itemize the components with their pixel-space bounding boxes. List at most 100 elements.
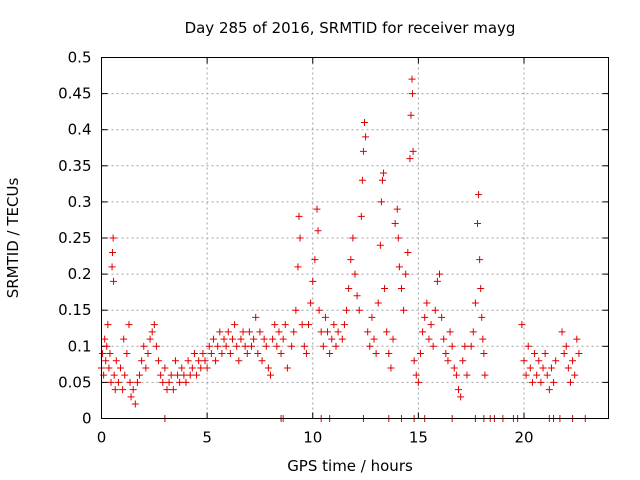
data-point [560,350,568,358]
x-tick-label: 15 [409,429,428,447]
data-point [467,342,475,350]
data-point [535,357,543,365]
data-point [408,90,416,98]
data-point [214,342,222,350]
data-point [358,176,366,184]
data-point [298,321,306,329]
data-point [533,371,541,379]
data-point [364,328,372,336]
y-axis-label: SRMTID / TECUs [4,178,22,299]
data-point [575,350,583,358]
data-point [144,350,152,358]
y-tick-label: 0.2 [68,265,92,283]
data-point [309,277,317,285]
data-point [526,364,534,372]
data-point [429,342,437,350]
data-point [133,378,141,386]
data-point [452,371,460,379]
data-point [252,313,260,321]
data-point [161,364,169,372]
data-point [479,335,487,343]
data-point [235,357,243,365]
data-point [273,342,281,350]
data-point [419,328,427,336]
data-point [385,350,393,358]
data-point [332,342,340,350]
data-point [370,335,378,343]
data-point [262,342,270,350]
data-point [394,234,402,242]
y-tick-label: 0 [82,410,92,428]
data-point [313,205,321,213]
data-point [321,313,329,321]
data-point [571,371,579,379]
data-point [383,328,391,336]
data-point [552,357,560,365]
data-point [292,306,300,314]
data-point [311,256,319,264]
y-tick-label: 0.25 [58,229,91,247]
data-point [461,342,469,350]
data-point [152,342,160,350]
data-point [410,357,418,365]
y-tick-label: 0.05 [58,373,91,391]
data-point [307,299,315,307]
data-point [140,342,148,350]
data-point [176,378,184,386]
data-point [247,342,255,350]
data-point [362,133,370,141]
y-tick-label: 0.4 [68,121,92,139]
data-point [353,292,361,300]
data-point [444,357,452,365]
data-point [407,111,415,119]
data-point [416,350,424,358]
data-point [226,350,234,358]
data-point [409,147,417,155]
data-point [277,350,285,358]
data-point [110,371,118,379]
data-point [569,357,577,365]
data-point [425,335,433,343]
data-point [380,169,388,177]
data-point [228,335,236,343]
data-point [121,371,129,379]
data-point [209,335,217,343]
y-tick-label: 0.45 [58,85,91,103]
data-point [216,328,224,336]
data-point [125,321,133,329]
data-point [305,321,313,329]
data-point [108,248,116,256]
data-point [258,357,266,365]
data-point [440,335,448,343]
data-point [142,364,150,372]
data-point [442,350,450,358]
data-point [182,378,190,386]
data-point [302,350,310,358]
data-point [119,386,127,394]
data-point [372,350,380,358]
data-point [368,313,376,321]
data-point [566,378,574,386]
data-point [239,328,247,336]
chart-title: Day 285 of 2016, SRMTID for receiver may… [185,19,516,37]
data-point [408,75,416,83]
data-point [150,321,158,329]
y-tick-label: 0.3 [68,193,92,211]
data-point [406,155,414,163]
data-point [543,371,551,379]
data-point [114,378,122,386]
data-point [138,357,146,365]
data-point [203,364,211,372]
data-point [243,350,251,358]
axis-ticks: 0 0.05 0.1 0.15 0.2 0.25 0.3 0.35 0.4 0.45 0.5 0 5 10… [58,49,609,447]
data-point [476,256,484,264]
data-point [106,350,114,358]
data-point [520,357,528,365]
data-point [522,371,530,379]
data-point [338,335,346,343]
data-point [423,299,431,307]
data-point [340,321,348,329]
data-point [188,364,196,372]
data-point [404,248,412,256]
data-point [400,306,408,314]
